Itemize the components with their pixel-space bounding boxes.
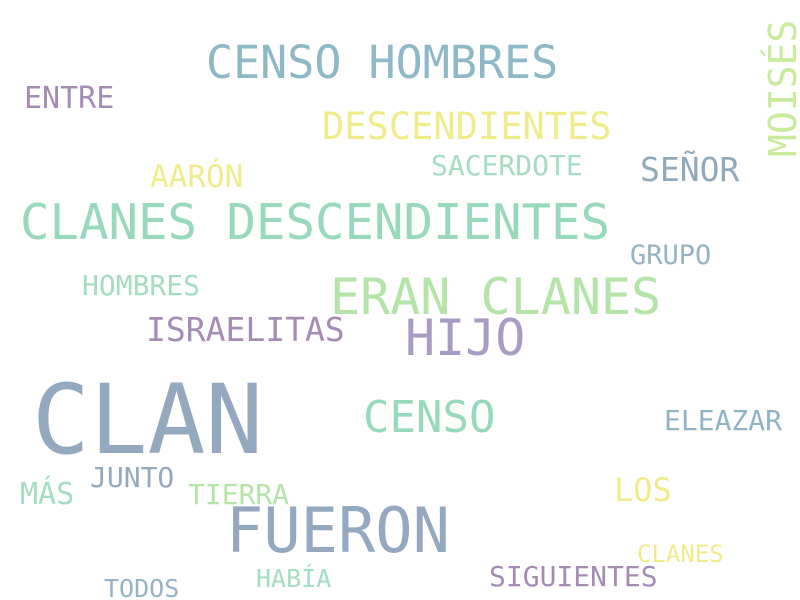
word-censo: CENSO bbox=[363, 392, 496, 443]
word-clanes-descendientes: CLANES DESCENDIENTES bbox=[20, 194, 611, 251]
word-aaron: AARÓN bbox=[150, 159, 244, 195]
word-tierra: TIERRA bbox=[188, 478, 290, 511]
word-moises: MOISÉS bbox=[761, 19, 800, 157]
word-clan: CLAN bbox=[32, 364, 264, 476]
word-entre: ENTRE bbox=[24, 81, 115, 116]
word-habia: HABÍA bbox=[256, 564, 332, 593]
word-eleazar: ELEAZAR bbox=[664, 404, 783, 437]
word-sacerdote: SACERDOTE bbox=[431, 149, 583, 182]
word-fueron: FUERON bbox=[226, 494, 450, 567]
word-descendientes: DESCENDIENTES bbox=[322, 105, 612, 148]
word-siguientes: SIGUIENTES bbox=[489, 560, 658, 593]
word-senor: SEÑOR bbox=[640, 150, 740, 189]
word-los: LOS bbox=[614, 471, 672, 509]
word-hijo: HIJO bbox=[405, 309, 526, 367]
word-censo-hombres: CENSO HOMBRES bbox=[206, 36, 559, 89]
word-clanes: CLANES bbox=[637, 540, 724, 568]
word-israelitas: ISRAELITAS bbox=[146, 310, 345, 349]
word-todos: TODOS bbox=[104, 574, 180, 600]
word-eran-clanes: ERAN CLANES bbox=[330, 268, 662, 326]
word-hombres: HOMBRES bbox=[82, 269, 201, 302]
word-junto: JUNTO bbox=[90, 461, 175, 494]
word-grupo: GRUPO bbox=[630, 240, 712, 271]
word-mas: MÁS bbox=[20, 477, 75, 512]
